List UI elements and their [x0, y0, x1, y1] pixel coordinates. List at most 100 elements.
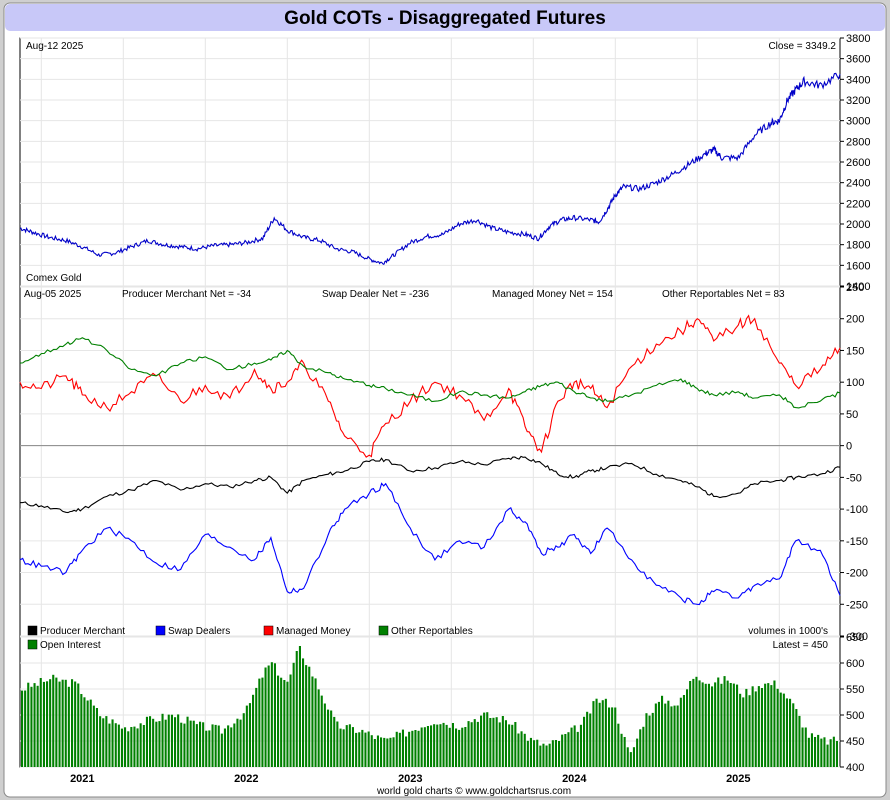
oi-bar: [167, 714, 170, 767]
cot-y-tick-label: -250: [846, 599, 868, 611]
oi-bar: [239, 719, 242, 767]
open-interest-bars: [21, 646, 838, 767]
oi-bar: [739, 693, 742, 767]
oi-bar: [155, 721, 158, 767]
oi-bar: [145, 716, 148, 767]
oi-bar: [514, 722, 517, 767]
oi-bar: [330, 710, 333, 767]
oi-bar: [561, 734, 564, 767]
oi-bar: [417, 730, 420, 767]
oi-bar: [383, 737, 386, 767]
oi-bar: [595, 698, 598, 767]
oi-bar: [236, 718, 239, 767]
oi-bar: [517, 733, 520, 767]
oi-bar: [467, 721, 470, 767]
oi-bar: [320, 695, 323, 767]
oi-bar: [27, 682, 30, 767]
oi-y-tick-label: 600: [846, 658, 864, 670]
oi-bar: [764, 683, 767, 767]
oi-bar: [829, 739, 832, 767]
oi-bar: [673, 705, 676, 767]
producer-net-label: Producer Merchant Net = -34: [122, 289, 252, 300]
oi-bar: [729, 683, 732, 767]
oi-bar: [439, 724, 442, 767]
oi-bar: [289, 674, 292, 767]
oi-bar: [648, 715, 651, 767]
oi-bar: [661, 695, 664, 767]
oi-bar: [58, 681, 61, 767]
cot-y-tick-label: -100: [846, 504, 868, 516]
oi-bar: [826, 744, 829, 767]
oi-bar: [654, 703, 657, 767]
oi-bar: [767, 683, 770, 767]
oi-bar: [24, 690, 27, 767]
price-y-tick-label: 2200: [846, 198, 870, 210]
cot-y-axis: -300 -250 -200 -150 -100 -50 0 50 100 150 200 250: [840, 282, 868, 643]
oi-bar: [679, 697, 682, 767]
oi-bar: [423, 727, 426, 767]
oi-bar: [39, 678, 42, 767]
oi-bar: [99, 716, 102, 767]
oi-bar: [177, 714, 180, 767]
oi-bar: [323, 703, 326, 767]
cot-y-tick-label: -50: [846, 472, 862, 484]
oi-y-tick-label: 400: [846, 762, 864, 774]
oi-bar: [692, 678, 695, 767]
oi-bar: [442, 722, 445, 767]
swap-net-label: Swap Dealer Net = -236: [322, 289, 429, 300]
cot-legend: Producer Merchant Swap Dealers Managed M…: [27, 625, 828, 637]
oi-bar: [255, 687, 258, 767]
oi-bar: [186, 716, 189, 767]
oi-bar: [508, 724, 511, 767]
oi-bar: [754, 691, 757, 767]
cot-series-layer: [19, 314, 841, 606]
oi-bar: [217, 725, 220, 767]
oi-bar: [717, 677, 720, 767]
oi-bar: [411, 730, 414, 767]
oi-bar: [214, 724, 217, 767]
oi-bar: [227, 725, 230, 767]
oi-bar: [189, 720, 192, 767]
close-label: Close = 3349.2: [768, 41, 836, 52]
oi-bar: [511, 724, 514, 767]
oi-bar: [554, 740, 557, 767]
legend-swatch-other: [378, 625, 389, 636]
oi-bar: [261, 677, 264, 767]
oi-bar: [636, 738, 639, 767]
cot-y-tick-label: -200: [846, 568, 868, 580]
oi-bar: [701, 682, 704, 767]
oi-bar: [570, 727, 573, 767]
oi-bar: [242, 713, 245, 767]
oi-bar: [42, 681, 45, 767]
oi-bar: [773, 680, 776, 767]
swap-dealers-line: [19, 482, 841, 606]
oi-bar: [33, 683, 36, 767]
cot-y-tick-label: 250: [846, 282, 864, 294]
oi-bar: [264, 667, 267, 767]
oi-bar: [711, 686, 714, 767]
oi-bar: [782, 693, 785, 767]
oi-bar: [430, 725, 433, 767]
oi-bar: [401, 729, 404, 767]
oi-bar: [342, 729, 345, 767]
legend-label-oi: Open Interest: [40, 640, 101, 651]
oi-bar: [686, 689, 689, 767]
oi-bar: [804, 727, 807, 767]
oi-bar: [355, 732, 358, 767]
oi-bar: [46, 681, 49, 767]
price-y-tick-label: 1400: [846, 281, 870, 293]
oi-bar: [414, 730, 417, 767]
oi-bar: [529, 737, 532, 767]
oi-bar: [223, 728, 226, 767]
oi-bar: [52, 674, 55, 767]
comex-gold-price-line: [19, 72, 841, 265]
oi-bar: [576, 731, 579, 767]
oi-bar: [814, 737, 817, 767]
oi-bar: [604, 698, 607, 767]
oi-bar: [579, 724, 582, 767]
oi-bar: [142, 725, 145, 767]
oi-bar: [523, 733, 526, 767]
oi-bar: [704, 683, 707, 767]
oi-bar: [367, 731, 370, 767]
oi-bar: [192, 720, 195, 767]
